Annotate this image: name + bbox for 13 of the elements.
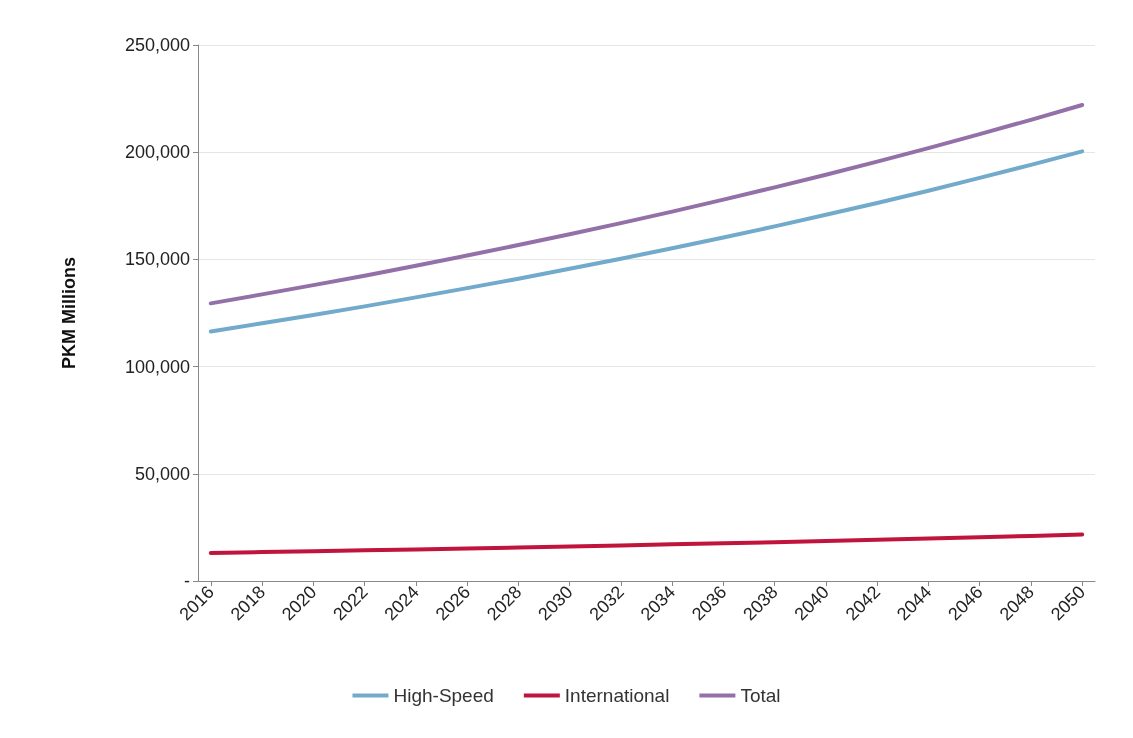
y-tick-label: 100,000 [124,356,190,377]
y-tick-label: - [184,571,190,591]
line-series [208,103,1085,306]
legend-label: Total [740,685,781,706]
y-tick-label: 200,000 [124,142,190,163]
y-axis-title: PKM Millions [59,257,79,369]
line-series [208,532,1085,555]
y-tick-label: 250,000 [124,35,190,55]
legend-label: International [564,685,670,706]
y-tick-label: 150,000 [124,249,190,270]
y-tick-label: 50,000 [134,463,190,484]
line-series [208,149,1085,334]
legend-label: High-Speed [393,685,494,706]
